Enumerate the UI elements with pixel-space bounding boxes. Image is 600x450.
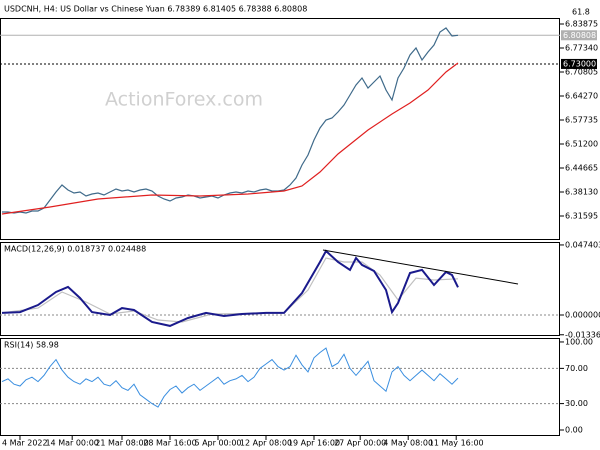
panel-frame — [0, 18, 560, 240]
panel-title: RSI(14) 58.98 — [4, 341, 59, 350]
y-tick-label: 70.00 — [565, 364, 588, 373]
panel-title: USDCNH, H4: US Dollar vs Chinese Yuan 6.… — [4, 5, 307, 14]
series-line — [1, 62, 459, 215]
x-tick-label: 28 Mar 16:00 — [143, 439, 196, 448]
x-tick-label: 21 Mar 08:00 — [95, 439, 148, 448]
y-tick-label: 6.64270 — [565, 92, 598, 101]
y-tick-label: -0.013366 — [565, 330, 600, 339]
level-label: 6.73000 — [563, 59, 596, 68]
x-tick-label: 14 Mar 00:00 — [45, 439, 98, 448]
y-tick-label: 6.57735 — [565, 116, 598, 125]
x-tick-label: 5 Apr 00:00 — [194, 439, 241, 448]
y-tick-label: 0.000000 — [565, 311, 600, 320]
y-tick-label: 6.83875 — [565, 20, 598, 29]
y-tick-label: 6.44665 — [565, 164, 598, 173]
y-tick-label: 6.77340 — [565, 44, 598, 53]
x-tick-label: 12 Apr 08:00 — [240, 439, 292, 448]
y-tick-label: 0.047403 — [565, 240, 600, 249]
x-tick-label: 19 Apr 16:00 — [288, 439, 340, 448]
y-tick-label: 6.31595 — [565, 212, 598, 221]
y-tick-label: 30.00 — [565, 399, 588, 408]
panel-title: MACD(12,26,9) 0.018737 0.024488 — [4, 245, 146, 254]
y-tick-label: 6.51200 — [565, 140, 598, 149]
series-line — [1, 347, 459, 408]
watermark: ActionForex.com — [105, 89, 263, 111]
trendline — [322, 249, 519, 285]
level-label-box — [561, 30, 597, 41]
x-tick-label: 27 Apr 00:00 — [334, 439, 386, 448]
level-label-box — [561, 58, 597, 69]
y-tick-label: 0.00 — [565, 426, 583, 435]
series-line — [2, 27, 459, 214]
series-line — [1, 249, 459, 327]
y-tick-label: 6.38130 — [565, 188, 598, 197]
panel-frame — [0, 338, 560, 436]
fib-label: 61.8 — [572, 8, 590, 17]
x-tick-label: 4 May 08:00 — [383, 439, 433, 448]
x-tick-label: 4 Mar 2022 — [2, 439, 48, 448]
x-tick-label: 11 May 16:00 — [429, 439, 484, 448]
y-tick-label: 6.70805 — [565, 68, 598, 77]
panel-frame — [0, 242, 560, 336]
y-tick-label: 100.00 — [565, 337, 593, 346]
level-label: 6.80808 — [563, 31, 596, 40]
